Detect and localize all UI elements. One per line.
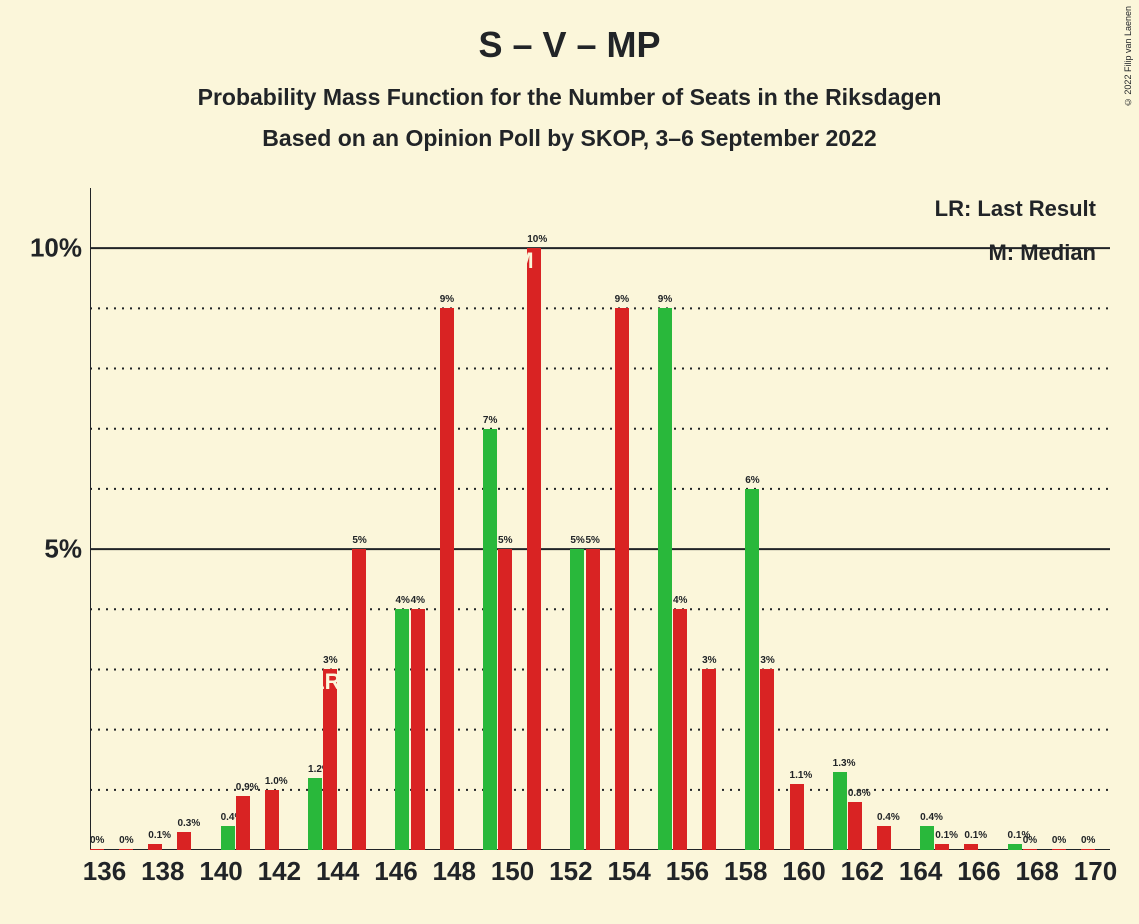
bar-label: 0.4% [920, 812, 943, 823]
bar-red [498, 549, 512, 850]
y-tick-label: 10% [30, 233, 82, 264]
bar-label: 0% [1023, 835, 1037, 846]
bar-label: 0.9% [236, 782, 259, 793]
bar-label: 7% [483, 415, 497, 426]
x-tick-label: 148 [433, 856, 476, 887]
bar-red [119, 849, 133, 850]
bar-red [411, 609, 425, 850]
x-tick-label: 138 [141, 856, 184, 887]
legend-lr: LR: Last Result [935, 196, 1096, 222]
chart-area: 0%0%0.1%0.3%0.4%0.9%1.0%1.2%3%5%4%4%9%7%… [90, 188, 1110, 850]
x-tick-label: 166 [957, 856, 1000, 887]
bar-green [658, 308, 672, 850]
bar-red [1052, 849, 1066, 850]
bar-label: 1.0% [265, 776, 288, 787]
bar-green [221, 826, 235, 850]
x-tick-label: 144 [316, 856, 359, 887]
bars-container: 0%0%0.1%0.3%0.4%0.9%1.0%1.2%3%5%4%4%9%7%… [90, 188, 1110, 850]
bar-label: 0% [90, 835, 104, 846]
bar-red [702, 669, 716, 850]
bar-red [236, 796, 250, 850]
bar-label: 3% [702, 655, 716, 666]
bar-green [483, 429, 497, 850]
bar-label: 9% [440, 294, 454, 305]
legend-m: M: Median [988, 240, 1096, 266]
x-tick-label: 136 [83, 856, 126, 887]
bar-red [586, 549, 600, 850]
x-tick-label: 142 [258, 856, 301, 887]
marker-median: M [515, 248, 533, 274]
bar-label: 0% [1081, 835, 1095, 846]
bar-label: 3% [323, 655, 337, 666]
bar-red [527, 248, 541, 850]
bar-red [848, 802, 862, 850]
bar-label: 4% [395, 595, 409, 606]
bar-label: 5% [498, 535, 512, 546]
bar-label: 1.1% [790, 770, 813, 781]
y-tick-label: 5% [44, 534, 82, 565]
x-tick-label: 154 [607, 856, 650, 887]
bar-label: 4% [673, 595, 687, 606]
bar-label: 10% [527, 234, 547, 245]
x-tick-label: 140 [199, 856, 242, 887]
bar-red [615, 308, 629, 850]
bar-red [265, 790, 279, 850]
bar-red [323, 669, 337, 850]
bar-label: 0% [1052, 835, 1066, 846]
bar-red [440, 308, 454, 850]
bar-red [352, 549, 366, 850]
chart-subtitle-2: Based on an Opinion Poll by SKOP, 3–6 Se… [0, 125, 1139, 152]
bar-red [935, 844, 949, 850]
bar-label: 1.3% [833, 758, 856, 769]
bar-red [148, 844, 162, 850]
bar-label: 4% [411, 595, 425, 606]
bar-label: 9% [615, 294, 629, 305]
bar-red [90, 849, 104, 850]
bar-label: 5% [570, 535, 584, 546]
bar-red [790, 784, 804, 850]
bar-red [1023, 849, 1037, 850]
bar-red [1081, 849, 1095, 850]
bar-green [395, 609, 409, 850]
chart-title: S – V – MP [0, 0, 1139, 66]
bar-label: 5% [586, 535, 600, 546]
bar-label: 6% [745, 475, 759, 486]
bar-label: 0.1% [935, 830, 958, 841]
bar-label: 0.1% [964, 830, 987, 841]
bar-label: 5% [352, 535, 366, 546]
bar-green [570, 549, 584, 850]
bar-green [1008, 844, 1022, 850]
bar-label: 0.4% [877, 812, 900, 823]
x-tick-label: 150 [491, 856, 534, 887]
bar-red [673, 609, 687, 850]
bar-red [760, 669, 774, 850]
bar-red [177, 832, 191, 850]
x-tick-label: 164 [899, 856, 942, 887]
x-tick-label: 168 [1016, 856, 1059, 887]
bar-green [308, 778, 322, 850]
bar-label: 9% [658, 294, 672, 305]
x-tick-label: 170 [1074, 856, 1117, 887]
x-tick-label: 160 [782, 856, 825, 887]
bar-green [920, 826, 934, 850]
x-tick-label: 158 [724, 856, 767, 887]
bar-green [745, 489, 759, 850]
bar-label: 0% [119, 835, 133, 846]
x-tick-label: 146 [374, 856, 417, 887]
x-tick-label: 162 [841, 856, 884, 887]
bar-label: 0.3% [177, 818, 200, 829]
chart-subtitle: Probability Mass Function for the Number… [0, 84, 1139, 111]
bar-green [833, 772, 847, 850]
marker-lr: LR [311, 669, 340, 695]
copyright: © 2022 Filip van Laenen [1123, 6, 1133, 107]
bar-label: 0.1% [148, 830, 171, 841]
bar-red [964, 844, 978, 850]
bar-label: 3% [760, 655, 774, 666]
bar-red [877, 826, 891, 850]
bar-label: 0.8% [848, 788, 871, 799]
x-tick-label: 156 [666, 856, 709, 887]
x-tick-label: 152 [549, 856, 592, 887]
